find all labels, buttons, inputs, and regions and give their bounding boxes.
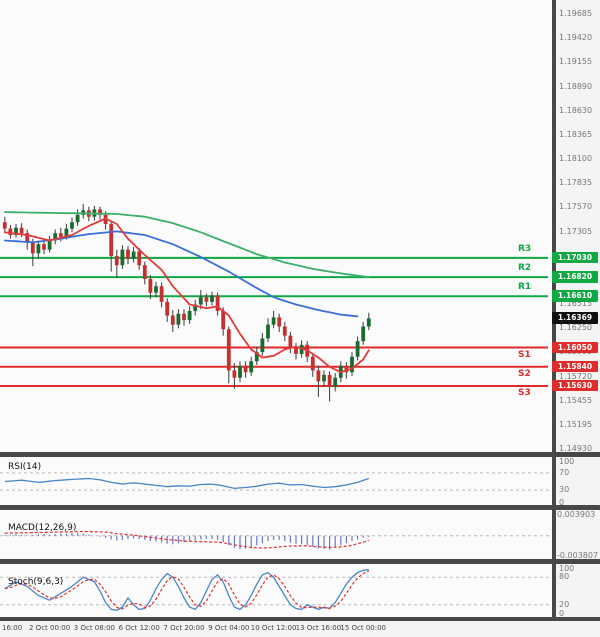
chart-canvas[interactable] <box>0 0 600 637</box>
trading-chart-screen: RSI(14) MACD(12,26,9) Stoch(9,6,3) R3 R2 R… <box>0 0 600 637</box>
